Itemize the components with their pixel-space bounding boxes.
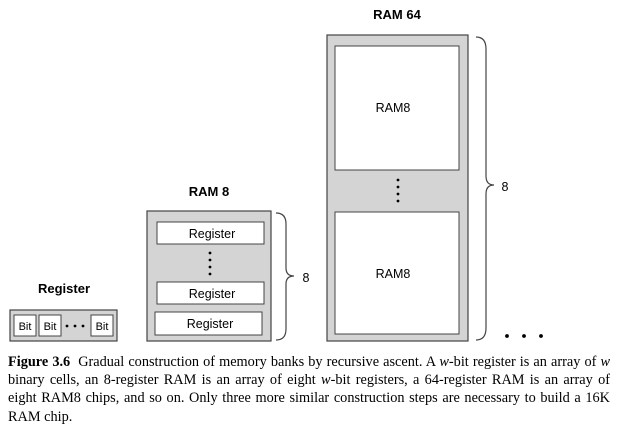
ram64-title: RAM 64 (373, 7, 421, 22)
bit-cell-3-label: Bit (96, 321, 109, 333)
bit-cell-1-label: Bit (19, 321, 32, 333)
ram64-ram8-block-1-label: RAM8 (376, 101, 411, 115)
ram8-register-1-label: Register (189, 227, 236, 241)
ram8-register-1 (156, 221, 265, 245)
ram64-vertical-dots (396, 178, 400, 203)
bit-cell-2-label: Bit (44, 321, 57, 333)
ram8-vertical-dots (208, 251, 212, 276)
caption-text-3: binary cells, an 8-register RAM is an ar… (8, 372, 322, 389)
caption-var-w-2: w (600, 354, 610, 370)
ram8-curly-brace (275, 212, 295, 341)
caption-var-w-3: w (321, 372, 331, 389)
ram64-curly-brace (475, 36, 495, 341)
continuation-dots (505, 334, 543, 338)
bit-cell-1 (13, 314, 37, 337)
ram64-ram8-block-2 (334, 211, 460, 335)
bit-cell-3 (90, 314, 114, 337)
ram64-count-label: 8 (502, 180, 509, 194)
ram8-register-3-label: Register (187, 317, 234, 331)
caption-var-w-1: w (439, 354, 449, 370)
ram8-register-2-label: Register (189, 287, 236, 301)
figure-number: Figure 3.6 (8, 354, 71, 370)
register-ellipsis-dots (65, 324, 85, 328)
ram8-register-3 (154, 311, 263, 336)
ram64-ram8-block-2-label: RAM8 (376, 267, 411, 281)
ram64-ram8-block-1 (334, 45, 460, 171)
ram8-title: RAM 8 (189, 184, 229, 199)
register-title: Register (38, 281, 90, 296)
ram8-register-2 (156, 281, 265, 305)
bit-cell-2 (38, 314, 62, 337)
caption-text-2: -bit register is an array of (448, 354, 601, 370)
caption-text-4: -bit registers, a 64-register RAM is an … (8, 372, 610, 425)
caption-text-1: Gradual construction of memory banks by … (78, 354, 440, 370)
ram8-count-label: 8 (303, 271, 310, 285)
memory-hierarchy-diagram: Register Bit Bit Bit RAM 8 Register Regi… (9, 7, 543, 342)
figure-caption: Figure 3.6 Gradual construction of memory… (8, 353, 610, 426)
